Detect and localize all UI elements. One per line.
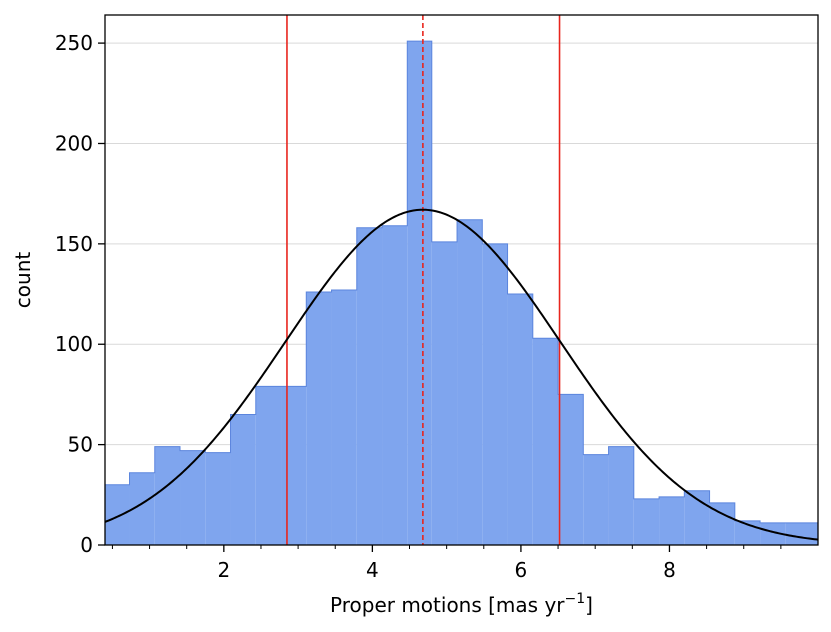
histogram-bar	[760, 522, 786, 545]
x-axis-ticks: 2 4 6 8	[111, 545, 782, 582]
histogram-outline	[105, 40, 818, 524]
histogram-bar	[281, 386, 307, 545]
histogram-bar	[382, 225, 408, 545]
x-tick-label: 6	[515, 558, 528, 582]
x-axis-label: Proper motions [mas yr−1]	[330, 591, 593, 617]
y-tick-label: 250	[55, 31, 93, 55]
histogram-bar	[407, 41, 432, 546]
y-tick-label: 0	[80, 533, 93, 557]
histogram-bar	[507, 294, 533, 545]
x-tick-label: 8	[663, 558, 676, 582]
histogram-bar	[785, 522, 818, 545]
histogram-bar	[105, 484, 130, 545]
histogram-bar	[482, 243, 508, 545]
histogram-bar	[431, 241, 458, 545]
y-tick-label: 200	[55, 131, 93, 155]
histogram-bar	[583, 454, 609, 545]
histogram-bar	[255, 386, 282, 545]
histogram-bar	[633, 498, 660, 545]
histogram-bar	[659, 496, 685, 545]
histogram-bars	[105, 40, 818, 546]
histogram-bar	[180, 450, 206, 545]
histogram-bar	[205, 452, 231, 545]
histogram-bar	[532, 338, 559, 545]
y-tick-label: 150	[55, 232, 93, 256]
histogram-bar	[457, 219, 483, 546]
y-axis-label: count	[11, 252, 35, 309]
y-tick-label: 100	[55, 332, 93, 356]
histogram-bar	[306, 292, 332, 545]
y-axis-ticks: 0 50 100 150 200 250	[55, 31, 105, 557]
histogram-bar	[356, 227, 383, 545]
histogram-bar	[558, 394, 584, 545]
x-tick-label: 4	[366, 558, 379, 582]
x-tick-label: 2	[217, 558, 230, 582]
histogram-bar	[230, 414, 256, 545]
histogram-bar	[608, 446, 634, 545]
gaussian-fit-curve	[104, 208, 819, 541]
y-tick-label: 50	[68, 433, 93, 457]
reference-lines	[286, 15, 561, 545]
histogram-bar	[154, 446, 181, 545]
histogram-bar	[331, 290, 357, 545]
plot-frame	[104, 14, 819, 546]
